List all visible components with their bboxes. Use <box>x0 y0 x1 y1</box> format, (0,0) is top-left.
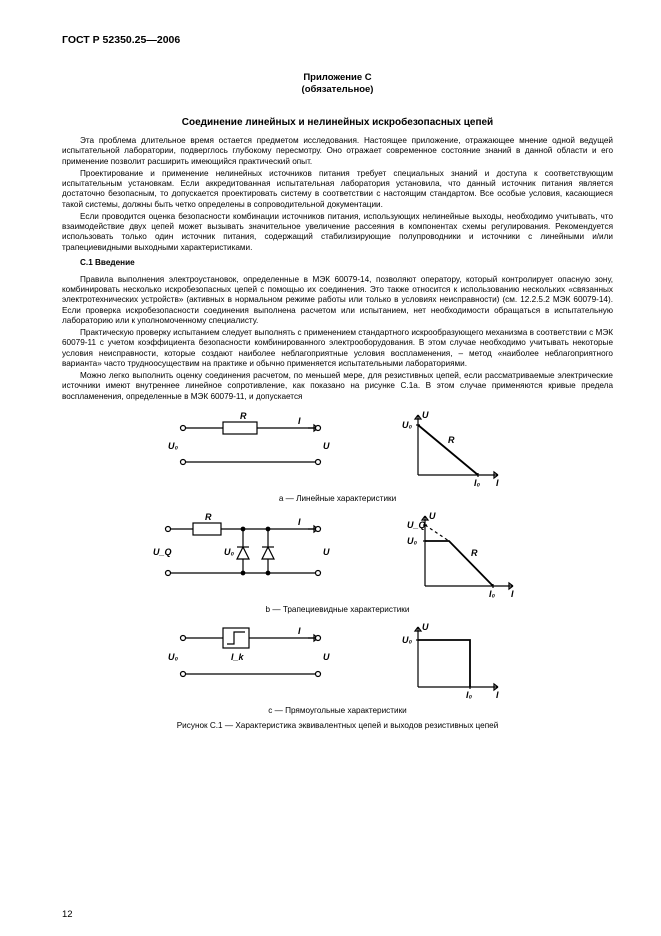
label-u: U <box>323 441 330 451</box>
circuit-a-diagram: R I U₀ U <box>168 410 338 480</box>
label-uo: U₀ <box>224 547 234 557</box>
paragraph: Можно легко выполнить оценку соединения … <box>62 371 613 402</box>
circuit-b-diagram: R I U_Q U₀ U <box>153 511 343 593</box>
page-title: Соединение линейных и нелинейных искробе… <box>62 117 613 128</box>
caption-a: а — Линейные характеристики <box>62 494 613 503</box>
paragraph: Проектирование и применение нелинейных и… <box>62 169 613 210</box>
label-i: I <box>298 416 301 426</box>
chart-c-rectangular: U U₀ I₀ I <box>398 622 508 702</box>
annex-normative: (обязательное) <box>62 84 613 95</box>
axis-io: I₀ <box>489 589 496 599</box>
axis-uo: U₀ <box>402 420 412 430</box>
label-u: U <box>323 547 330 557</box>
label-uo: U₀ <box>168 652 178 662</box>
axis-u: U <box>422 622 429 632</box>
label-r: R <box>205 512 212 522</box>
axis-io: I₀ <box>466 690 473 700</box>
label-uq: U_Q <box>153 547 172 557</box>
chart-b-trapezoid: U U_Q U₀ R I₀ I <box>403 511 523 601</box>
doc-code: ГОСТ Р 52350.25—2006 <box>62 34 613 46</box>
figure-row-a: R I U₀ U U U₀ R I₀ I <box>62 410 613 490</box>
label-r: R <box>240 411 247 421</box>
axis-u: U <box>429 511 436 521</box>
axis-i: I <box>496 478 499 488</box>
axis-i: I <box>511 589 514 599</box>
caption-c: с — Прямоугольные характеристики <box>62 706 613 715</box>
label-i: I <box>298 626 301 636</box>
paragraph: Если проводится оценка безопасности комб… <box>62 212 613 253</box>
axis-uo: U₀ <box>407 536 417 546</box>
circuit-c-diagram: I U₀ I_k U <box>168 622 338 692</box>
label-i: I <box>298 517 301 527</box>
label-uo: U₀ <box>168 441 178 451</box>
section-heading: С.1 Введение <box>62 258 613 267</box>
axis-i: I <box>496 690 499 700</box>
axis-uq: U_Q <box>407 520 426 530</box>
label-ik: I_k <box>231 652 245 662</box>
annex-label: Приложение С <box>62 72 613 83</box>
axis-io: I₀ <box>474 478 481 488</box>
figure-row-b: R I U_Q U₀ U U U_Q U₀ <box>62 511 613 601</box>
curve-r: R <box>448 435 455 445</box>
paragraph: Практическую проверку испытанием следует… <box>62 328 613 369</box>
axis-uo: U₀ <box>402 635 412 645</box>
chart-a-linear: U U₀ R I₀ I <box>398 410 508 490</box>
caption-b: b — Трапециевидные характеристики <box>62 605 613 614</box>
figure-row-c: I U₀ I_k U U U₀ I₀ I <box>62 622 613 702</box>
paragraph: Эта проблема длительное время остается п… <box>62 136 613 167</box>
curve-r: R <box>471 548 478 558</box>
label-u: U <box>323 652 330 662</box>
page-number: 12 <box>62 909 73 920</box>
paragraph: Правила выполнения электроустановок, опр… <box>62 275 613 326</box>
figure-main-caption: Рисунок С.1 — Характеристика эквивалентн… <box>62 721 613 730</box>
axis-u: U <box>422 410 429 420</box>
annex-header: Приложение С (обязательное) <box>62 72 613 95</box>
